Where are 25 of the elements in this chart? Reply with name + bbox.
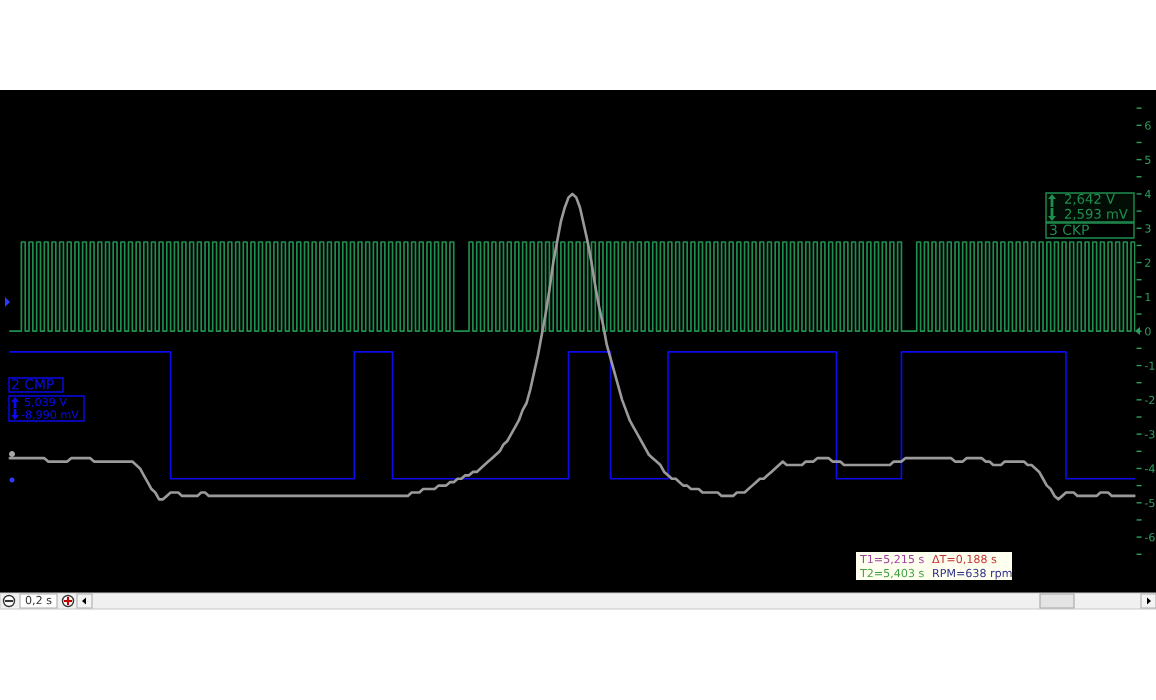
legend-label: 3 CKP	[1050, 224, 1089, 236]
annotation: T1=5,215 s	[859, 554, 924, 565]
annotation: 2,593 mV	[1064, 208, 1128, 221]
series-label: 2 CMP	[12, 379, 54, 390]
annotation: RPM=638 rpm	[933, 568, 1012, 580]
annotation: 2,642 V	[1064, 193, 1115, 206]
y-tick-label: 0	[1145, 327, 1151, 336]
y-tick-label: 5	[1145, 155, 1151, 165]
annotation: T2=5,403 s	[859, 568, 924, 579]
line-series	[8, 192, 1136, 501]
y-tick-label: -1	[1144, 361, 1155, 370]
y-tick-label: -3	[1144, 430, 1155, 439]
y-tick-label: 4	[1144, 190, 1151, 199]
y-tick-label: 1	[1145, 293, 1151, 302]
y-tick-label: -2	[1144, 395, 1155, 405]
text: 0,2 s	[25, 595, 52, 606]
annotation: ΔT=0,188 s	[932, 554, 997, 565]
y-tick-label: -6	[1144, 533, 1155, 542]
y-tick-label: -5	[1144, 498, 1155, 508]
annotation: 5,039 V	[24, 397, 67, 408]
annotation: -8,990 mV	[21, 410, 79, 420]
y-tick-label: 2	[1145, 258, 1151, 267]
y-tick-label: -4	[1144, 464, 1155, 473]
y-tick-label: 3	[1145, 224, 1151, 233]
y-tick-label: 6	[1145, 121, 1151, 130]
